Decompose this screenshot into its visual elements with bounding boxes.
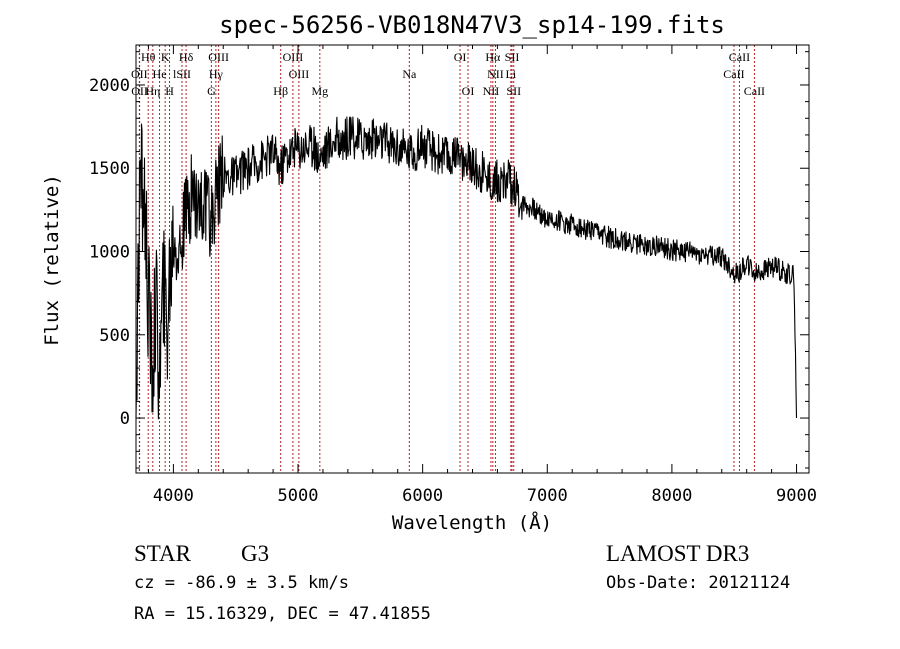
y-tick-label: 2000 (89, 76, 130, 96)
x-tick-label: 9000 (776, 486, 817, 506)
x-tick-label: 6000 (402, 486, 443, 506)
spectral-line-label: lSII (173, 67, 191, 81)
spectral-line-label: Hδ (179, 50, 194, 64)
observation-date: Obs-Date: 20121124 (606, 573, 790, 593)
x-tick-label: 5000 (278, 486, 319, 506)
y-tick-label: 0 (120, 409, 130, 429)
spectral-line-label: Li (506, 67, 517, 81)
spectral-line-label: CaII (729, 50, 750, 64)
y-tick-label: 1500 (89, 159, 130, 179)
flux-series (135, 116, 798, 420)
object-class: STAR (134, 541, 192, 566)
spectral-line-label: Na (402, 67, 417, 81)
spectral-line-label: NII (483, 84, 500, 98)
y-tick-label: 500 (99, 326, 130, 346)
line-markers (138, 45, 755, 473)
line-labels: Hθ K Hδ OIII OIII OI Hα SII CaII OII He lSII Hγ OIII N… (131, 50, 765, 98)
x-axis-label: Wavelength (Å) (392, 511, 552, 534)
spectral-line-label: Hα (485, 50, 501, 64)
survey-name: LAMOST DR3 (606, 541, 749, 566)
spectral-line-label: CaII (744, 84, 765, 98)
spectral-line-label: OI (462, 84, 475, 98)
spectral-line-label: NII (487, 67, 504, 81)
spectral-line-label: OII (131, 67, 148, 81)
spectral-line-label: Mg (311, 84, 328, 98)
spectral-line-label: Hη (145, 84, 160, 98)
object-subclass: G3 (241, 541, 269, 566)
spectral-line-label: OII (131, 84, 148, 98)
coordinates: RA = 15.16329, DEC = 47.41855 (134, 604, 431, 624)
flux-line (135, 116, 798, 420)
spectral-line-label: Hβ (273, 84, 288, 98)
y-axis-label: Flux (relative) (41, 174, 63, 346)
spectral-line-label: SII (505, 50, 520, 64)
redshift-cz: cz = -86.9 ± 3.5 km/s (134, 573, 349, 593)
spectral-line-label: H (165, 84, 174, 98)
spectral-line-label: CaII (723, 67, 744, 81)
spectral-line-label: He (153, 67, 167, 81)
spectral-line-label: OI (454, 50, 467, 64)
x-tick-label: 8000 (651, 486, 692, 506)
spectral-line-label: Hθ (141, 50, 156, 64)
x-tick-label: 4000 (153, 486, 194, 506)
spectral-line-label: OIII (283, 50, 304, 64)
x-axis-ticks: 4000 5000 6000 7000 8000 9000 (147, 45, 817, 506)
spectral-line-label: SII (506, 84, 521, 98)
x-tick-label: 7000 (527, 486, 568, 506)
chart-title: spec-56256-VB018N47V3_sp14-199.fits (219, 11, 725, 39)
spectral-line-label: G (207, 84, 216, 98)
y-tick-label: 1000 (89, 243, 130, 263)
spectral-line-label: K (161, 50, 170, 64)
spectral-line-label: Hγ (209, 67, 224, 81)
spectral-line-label: OIII (289, 67, 310, 81)
spectral-line-label: OIII (208, 50, 229, 64)
y-axis-ticks: 0 500 1000 1500 2000 (89, 51, 809, 469)
